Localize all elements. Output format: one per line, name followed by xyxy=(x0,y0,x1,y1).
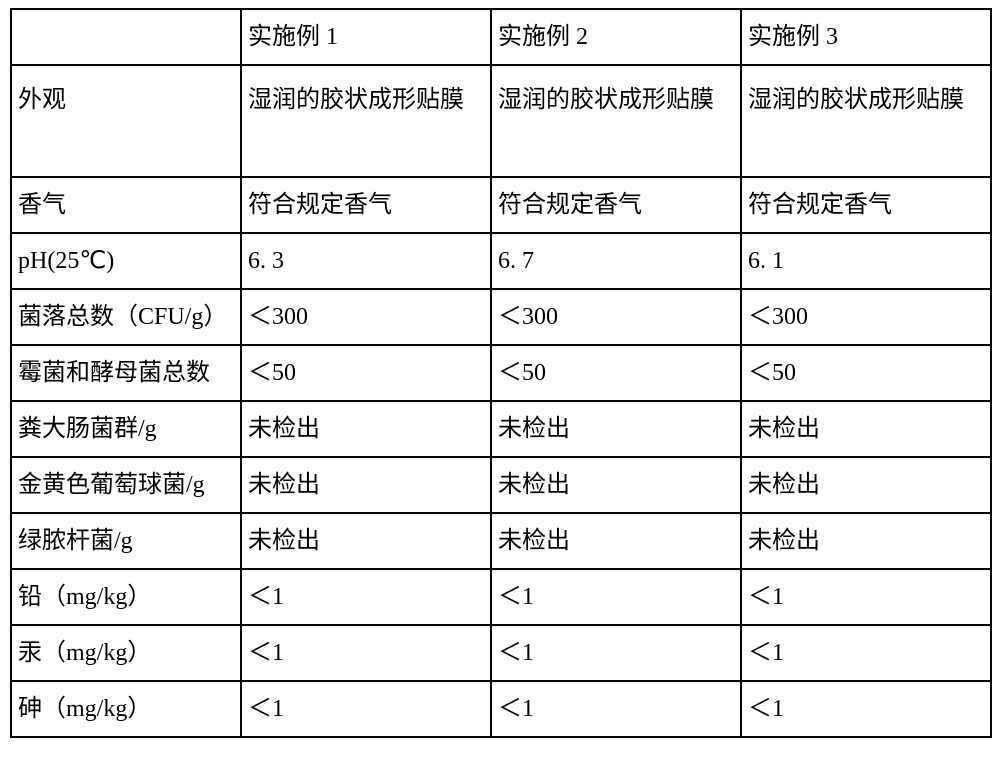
row-val-3: ＜300 xyxy=(741,289,991,345)
row-val-1: 6. 3 xyxy=(241,233,491,289)
row-val-2: ＜50 xyxy=(491,345,741,401)
table-row: 霉菌和酵母菌总数 ＜50 ＜50 ＜50 xyxy=(11,345,991,401)
row-label: pH(25℃) xyxy=(11,233,241,289)
row-label: 粪大肠菌群/g xyxy=(11,401,241,457)
table-row: 菌落总数（CFU/g） ＜300 ＜300 ＜300 xyxy=(11,289,991,345)
row-val-3: ＜1 xyxy=(741,625,991,681)
header-cell-ex3: 实施例 3 xyxy=(741,9,991,65)
row-val-2: 湿润的胶状成形贴膜 xyxy=(491,65,741,177)
row-val-3: ＜1 xyxy=(741,569,991,625)
row-label: 金黄色葡萄球菌/g xyxy=(11,457,241,513)
row-val-2: 未检出 xyxy=(491,457,741,513)
row-label: 菌落总数（CFU/g） xyxy=(11,289,241,345)
table-row: 金黄色葡萄球菌/g 未检出 未检出 未检出 xyxy=(11,457,991,513)
row-val-3: 符合规定香气 xyxy=(741,177,991,233)
row-val-3: 湿润的胶状成形贴膜 xyxy=(741,65,991,177)
table-row: 外观 湿润的胶状成形贴膜 湿润的胶状成形贴膜 湿润的胶状成形贴膜 xyxy=(11,65,991,177)
table-header-row: 实施例 1 实施例 2 实施例 3 xyxy=(11,9,991,65)
row-val-1: 未检出 xyxy=(241,457,491,513)
row-val-3: ＜1 xyxy=(741,681,991,737)
table-row: pH(25℃) 6. 3 6. 7 6. 1 xyxy=(11,233,991,289)
header-cell-ex1: 实施例 1 xyxy=(241,9,491,65)
header-cell-ex2: 实施例 2 xyxy=(491,9,741,65)
table-row: 铅（mg/kg） ＜1 ＜1 ＜1 xyxy=(11,569,991,625)
table-row: 绿脓杆菌/g 未检出 未检出 未检出 xyxy=(11,513,991,569)
row-label: 霉菌和酵母菌总数 xyxy=(11,345,241,401)
row-val-1: ＜300 xyxy=(241,289,491,345)
row-val-1: 未检出 xyxy=(241,401,491,457)
row-val-3: 未检出 xyxy=(741,401,991,457)
row-val-1: 湿润的胶状成形贴膜 xyxy=(241,65,491,177)
row-val-2: ＜300 xyxy=(491,289,741,345)
row-val-1: 符合规定香气 xyxy=(241,177,491,233)
row-label: 香气 xyxy=(11,177,241,233)
row-label: 铅（mg/kg） xyxy=(11,569,241,625)
row-val-2: 未检出 xyxy=(491,513,741,569)
row-label: 汞（mg/kg） xyxy=(11,625,241,681)
row-val-2: 符合规定香气 xyxy=(491,177,741,233)
row-val-2: ＜1 xyxy=(491,681,741,737)
row-val-1: ＜1 xyxy=(241,681,491,737)
row-label: 绿脓杆菌/g xyxy=(11,513,241,569)
row-val-2: ＜1 xyxy=(491,625,741,681)
header-cell-blank xyxy=(11,9,241,65)
table-row: 汞（mg/kg） ＜1 ＜1 ＜1 xyxy=(11,625,991,681)
row-val-2: ＜1 xyxy=(491,569,741,625)
row-val-1: ＜1 xyxy=(241,625,491,681)
row-label: 砷（mg/kg） xyxy=(11,681,241,737)
table-row: 香气 符合规定香气 符合规定香气 符合规定香气 xyxy=(11,177,991,233)
table-row: 粪大肠菌群/g 未检出 未检出 未检出 xyxy=(11,401,991,457)
row-val-1: ＜50 xyxy=(241,345,491,401)
row-val-3: 未检出 xyxy=(741,457,991,513)
spec-table: 实施例 1 实施例 2 实施例 3 外观 湿润的胶状成形贴膜 湿润的胶状成形贴膜… xyxy=(10,8,992,738)
row-val-1: 未检出 xyxy=(241,513,491,569)
row-val-2: 6. 7 xyxy=(491,233,741,289)
row-val-1: ＜1 xyxy=(241,569,491,625)
row-label: 外观 xyxy=(11,65,241,177)
row-val-3: ＜50 xyxy=(741,345,991,401)
row-val-2: 未检出 xyxy=(491,401,741,457)
row-val-3: 未检出 xyxy=(741,513,991,569)
row-val-3: 6. 1 xyxy=(741,233,991,289)
table-row: 砷（mg/kg） ＜1 ＜1 ＜1 xyxy=(11,681,991,737)
